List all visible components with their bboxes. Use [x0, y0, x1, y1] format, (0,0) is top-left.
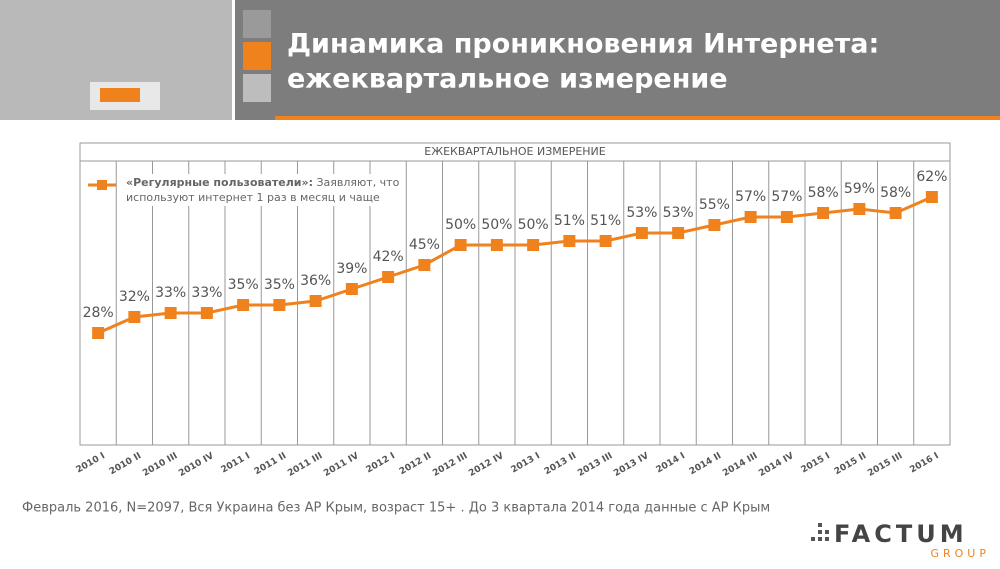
legend-text: «Регулярные пользователи»: Заявляют, что	[126, 176, 400, 189]
value-label: 58%	[880, 185, 911, 201]
x-tick-label: 2010 III	[141, 451, 179, 479]
legend-text: используют интернет 1 раз в месяц и чаще	[126, 191, 380, 204]
value-label: 50%	[481, 217, 512, 233]
value-label: 33%	[191, 285, 222, 301]
value-label: 57%	[735, 189, 766, 205]
x-tick-label: 2015 III	[866, 451, 904, 479]
point	[925, 191, 938, 203]
x-tick-label: 2012 II	[398, 451, 433, 477]
footnote: Февраль 2016, N=2097, Вся Украина без АР…	[22, 501, 770, 516]
point	[744, 211, 757, 223]
x-tick-label: 2014 III	[721, 451, 759, 479]
value-label: 62%	[916, 169, 947, 185]
value-label: 51%	[590, 213, 621, 229]
point	[780, 211, 793, 223]
legend-marker	[97, 180, 107, 190]
point	[708, 219, 721, 231]
slide-title: ежеквартальное измерение	[287, 64, 728, 95]
legend-note: Заявляют, что	[316, 176, 399, 189]
point	[345, 283, 358, 295]
value-label: 32%	[119, 289, 150, 305]
value-label: 50%	[445, 217, 476, 233]
point	[490, 239, 503, 251]
value-label: 42%	[373, 249, 404, 265]
point	[128, 311, 141, 323]
point	[237, 299, 250, 311]
point	[200, 307, 213, 319]
point	[382, 271, 395, 283]
legend-name: «Регулярные пользователи»:	[126, 176, 313, 189]
value-label: 53%	[663, 205, 694, 221]
x-tick-label: 2014 II	[688, 451, 723, 477]
point	[92, 327, 105, 339]
x-tick-label: 2014 IV	[757, 451, 795, 479]
value-label: 33%	[155, 285, 186, 301]
x-tick-label: 2011 III	[286, 451, 324, 479]
legend: «Регулярные пользователи»: Заявляют, что…	[88, 174, 400, 206]
value-label: 28%	[83, 305, 114, 321]
x-tick-label: 2010 I	[75, 451, 107, 475]
point	[889, 207, 902, 219]
point	[273, 299, 286, 311]
value-label: 50%	[518, 217, 549, 233]
value-label: 36%	[300, 273, 331, 289]
value-label: 55%	[699, 197, 730, 213]
x-tick-label: 2016 I	[908, 451, 940, 475]
photo-chart	[100, 88, 140, 102]
value-label: 59%	[844, 181, 875, 197]
value-label: 45%	[409, 237, 440, 253]
point	[853, 203, 866, 215]
value-label: 53%	[626, 205, 657, 221]
accent-square	[243, 42, 271, 70]
logo-sub: GROUP	[930, 547, 990, 560]
value-label: 35%	[264, 277, 295, 293]
point	[635, 227, 648, 239]
series-line	[97, 195, 933, 335]
x-tick-label: 2011 I	[220, 451, 252, 475]
accent-square	[243, 74, 271, 102]
value-label: 35%	[228, 277, 259, 293]
header-rule	[275, 116, 1000, 120]
x-tick-label: 2013 III	[576, 451, 614, 479]
x-tick-label: 2011 IV	[322, 451, 360, 479]
point	[309, 295, 322, 307]
x-tick-label: 2013 II	[543, 451, 578, 477]
x-tick-label: 2012 III	[431, 451, 469, 479]
accent-square	[243, 10, 271, 38]
value-label: 39%	[336, 261, 367, 277]
logo: FACTUM GROUP	[811, 520, 990, 560]
slide-title: Динамика проникновения Интернета:	[287, 29, 879, 60]
point	[418, 259, 431, 271]
x-tick-label: 2013 IV	[612, 451, 650, 479]
x-tick-label: 2014 I	[655, 451, 687, 475]
divider	[232, 0, 235, 120]
point	[672, 227, 685, 239]
value-label: 58%	[808, 185, 839, 201]
x-tick-label: 2015 I	[800, 451, 832, 475]
logo-name: FACTUM	[834, 520, 968, 548]
chart-title: ЕЖЕКВАРТАЛЬНОЕ ИЗМЕРЕНИЕ	[424, 145, 606, 158]
point	[454, 239, 467, 251]
point	[563, 235, 576, 247]
x-tick-label: 2015 II	[833, 451, 868, 477]
x-tick-label: 2011 II	[253, 451, 288, 477]
point	[164, 307, 177, 319]
x-tick-label: 2013 I	[510, 451, 542, 475]
value-label: 51%	[554, 213, 585, 229]
value-label: 57%	[771, 189, 802, 205]
x-tick-label: 2012 I	[365, 451, 397, 475]
x-tick-label: 2010 II	[108, 451, 143, 477]
x-tick-label: 2012 IV	[467, 451, 505, 479]
legend-bg	[122, 174, 394, 206]
point	[599, 235, 612, 247]
point	[527, 239, 540, 251]
x-tick-label: 2010 IV	[177, 451, 215, 479]
point	[817, 207, 830, 219]
